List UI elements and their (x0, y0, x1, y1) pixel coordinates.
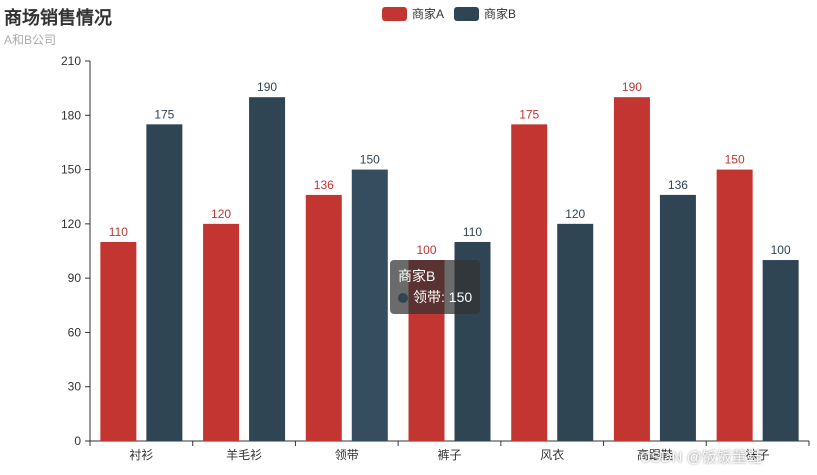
data-label-b-2: 150 (360, 153, 380, 167)
bar-b-6 (762, 260, 799, 441)
data-label-b-3: 110 (463, 225, 482, 239)
watermark: CSDN @饭饭董鞋 (640, 449, 762, 466)
data-label-a-1: 120 (211, 207, 231, 221)
x-tick-label-4: 风衣 (540, 447, 564, 462)
y-tick-label-4: 120 (61, 217, 81, 231)
data-label-a-6: 150 (725, 153, 745, 167)
data-label-b-4: 120 (565, 207, 585, 221)
tooltip-marker (398, 292, 408, 303)
data-label-b-0: 175 (154, 107, 174, 121)
legend: 商家A 商家B (382, 5, 516, 22)
y-tick-label-1: 30 (68, 380, 82, 394)
bar-a-2 (305, 194, 342, 441)
x-tick-label-2: 领带 (335, 448, 359, 462)
y-tick-label-5: 150 (61, 163, 81, 177)
x-tick-label-1: 羊毛衫 (226, 447, 262, 462)
tooltip-series: 商家B (398, 268, 436, 284)
legend-item-series-b[interactable]: 商家B (454, 5, 516, 22)
bar-b-0 (146, 124, 183, 441)
legend-swatch-series-a (382, 6, 407, 21)
y-tick-label-3: 90 (68, 271, 82, 285)
bar-a-5 (613, 97, 650, 441)
data-label-a-5: 190 (622, 80, 642, 94)
legend-label-series-a: 商家A (412, 7, 445, 21)
data-label-a-4: 175 (519, 107, 539, 121)
y-tick-label-7: 210 (61, 54, 81, 68)
data-label-a-3: 100 (416, 243, 436, 257)
tooltip-value: 领带: 150 (413, 289, 473, 305)
chart-subtitle: A和B公司 (4, 33, 57, 47)
x-tick-label-0: 衬衫 (129, 448, 153, 462)
x-tick-label-3: 裤子 (437, 448, 461, 462)
legend-item-series-a[interactable]: 商家A (382, 5, 444, 22)
y-tick-label-6: 180 (61, 108, 81, 122)
y-tick-label-0: 0 (74, 434, 81, 448)
data-label-a-0: 110 (109, 225, 128, 239)
y-tick-label-2: 60 (68, 325, 82, 339)
data-label-b-1: 190 (257, 80, 277, 94)
x-tick-label-5: 高跟鞋 (637, 447, 673, 462)
chart-title: 商场销售情况 (4, 8, 112, 28)
legend-swatch-series-b (454, 6, 480, 21)
bar-b-2 (351, 169, 388, 442)
bar-a-4 (511, 124, 548, 441)
data-label-a-2: 136 (314, 178, 334, 192)
tooltip: 商家B 领带: 150 (390, 260, 481, 314)
bar-b-4 (557, 223, 594, 441)
bar-a-6 (716, 169, 753, 442)
bar-b-5 (659, 194, 696, 441)
legend-label-series-b: 商家B (484, 7, 517, 21)
bar-b-1 (249, 97, 286, 441)
data-label-b-5: 136 (668, 178, 688, 192)
x-tick-label-6: 袜子 (746, 448, 770, 462)
bar-a-1 (203, 223, 240, 441)
data-label-b-6: 100 (771, 243, 791, 257)
bar-a-0 (100, 241, 137, 441)
